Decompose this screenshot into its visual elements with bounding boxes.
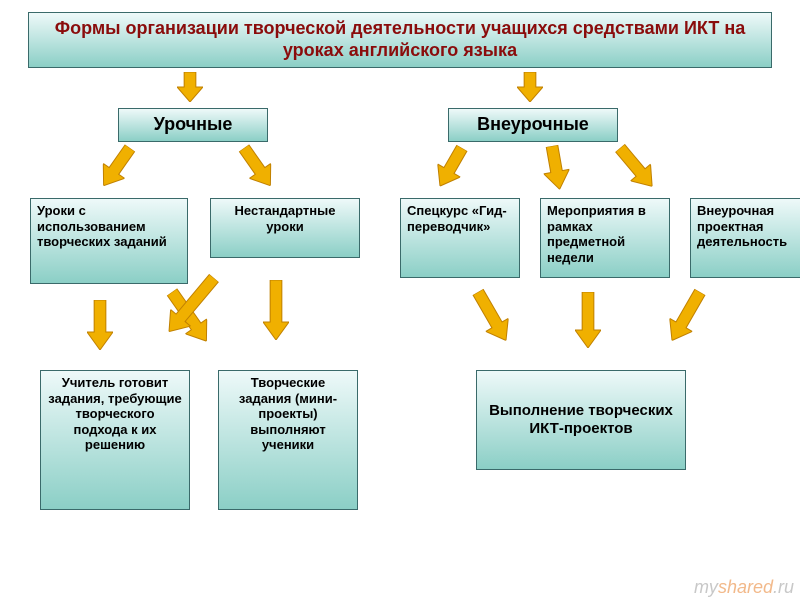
a-uroch-right (233, 141, 281, 194)
a-vneur-right (610, 140, 662, 195)
spetskurs-label: Спецкурс «Гид-переводчик» (407, 203, 513, 234)
nestand-box: Нестандартные уроки (210, 198, 360, 258)
nestand-label: Нестандартные уроки (217, 203, 353, 234)
tvorch-zad-label: Творческие задания (мини-проекты) выполн… (225, 375, 351, 453)
a-title-uroch (177, 72, 203, 102)
vypoln-label: Выполнение творческих ИКТ-проектов (483, 402, 679, 438)
uchitel-box: Учитель готовит задания, требующие творч… (40, 370, 190, 510)
vneur-proj-box: Внеурочная проектная деятельность (690, 198, 800, 278)
a-uroch-left (93, 141, 141, 194)
a-uroki-uch (87, 300, 113, 350)
tvorch-zad-box: Творческие задания (мини-проекты) выполн… (218, 370, 358, 510)
meropr-box: Мероприятия в рамках предметной недели (540, 198, 670, 278)
urochnye-box: Урочные (118, 108, 268, 142)
urochnye-label: Урочные (154, 114, 233, 136)
watermark-shared: shared (718, 577, 773, 597)
a-title-vneur (517, 72, 543, 102)
a-vneur-mid (539, 144, 572, 192)
vypoln-box: Выполнение творческих ИКТ-проектов (476, 370, 686, 470)
meropr-label: Мероприятия в рамках предметной недели (547, 203, 663, 265)
a-merop-vyp (575, 292, 601, 348)
vneur-proj-label: Внеурочная проектная деятельность (697, 203, 800, 250)
vneurochnye-box: Внеурочные (448, 108, 618, 142)
watermark-ru: .ru (773, 577, 794, 597)
a-nest-tvor (263, 280, 289, 340)
spetskurs-box: Спецкурс «Гид-переводчик» (400, 198, 520, 278)
title-box: Формы организации творческой деятельност… (28, 12, 772, 68)
uroki-tvorch-box: Уроки с использованием творческих задани… (30, 198, 188, 284)
uroki-tvorch-label: Уроки с использованием творческих задани… (37, 203, 181, 250)
watermark-my: my (694, 577, 718, 597)
title-text: Формы организации творческой деятельност… (35, 18, 765, 61)
watermark: myshared.ru (694, 577, 794, 598)
a-vnproj-vyp (661, 286, 712, 347)
a-vneur-left (429, 142, 474, 193)
a-spets-vyp (467, 286, 518, 347)
vneurochnye-label: Внеурочные (477, 114, 589, 136)
uchitel-label: Учитель готовит задания, требующие творч… (47, 375, 183, 453)
